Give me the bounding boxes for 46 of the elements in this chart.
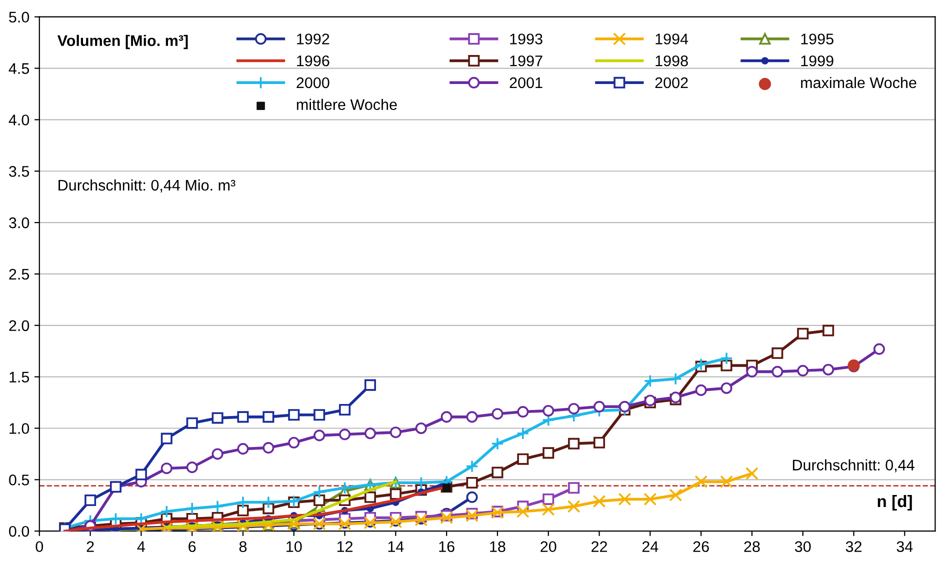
x-tick-label: 24 xyxy=(642,541,658,552)
legend-label: 1996 xyxy=(297,55,330,66)
x-tick-label: 22 xyxy=(592,541,607,552)
y-tick-label: 1.0 xyxy=(10,423,30,434)
x-tick-label: 0 xyxy=(36,541,44,552)
legend-label: 1993 xyxy=(510,34,542,44)
y-tick-label: 1.5 xyxy=(10,372,30,383)
legend-label: 1995 xyxy=(801,34,834,44)
x-tick-label: 8 xyxy=(239,541,247,552)
x-tick-label: 26 xyxy=(693,541,709,552)
legend-label: maximale Woche xyxy=(801,76,916,88)
legend-label: 1999 xyxy=(801,55,834,66)
y-tick-label: 0.5 xyxy=(9,474,30,486)
legend-label: 2001 xyxy=(510,77,542,88)
legend-label: 2002 xyxy=(655,77,688,88)
y-axis-title: Volumen [Mio. m³] xyxy=(57,34,188,50)
x-tick-label: 4 xyxy=(137,541,145,552)
y-tick-label: 3.5 xyxy=(9,166,30,177)
x-tick-label: 14 xyxy=(388,541,404,552)
x-tick-label: 10 xyxy=(286,541,302,552)
legend-label: 1992 xyxy=(297,34,330,44)
x-tick-label: 16 xyxy=(439,541,454,552)
x-tick-label: 32 xyxy=(846,541,862,552)
x-axis-title: n [d] xyxy=(878,494,912,511)
x-tick-label: 30 xyxy=(794,541,811,552)
y-tick-label: 3.0 xyxy=(9,217,30,228)
legend-label: 1997 xyxy=(510,55,542,66)
legend-label: 1998 xyxy=(656,55,688,66)
y-tick-label: 4.5 xyxy=(8,63,30,74)
x-tick-label: 12 xyxy=(337,541,353,552)
x-tick-label: 6 xyxy=(188,541,196,552)
x-tick-label: 18 xyxy=(490,541,506,552)
ref-line-label: Durchschnitt: 0,44 xyxy=(792,459,914,472)
x-tick-label: 20 xyxy=(540,541,556,552)
y-tick-label: 4.0 xyxy=(8,114,30,126)
x-tick-label: 34 xyxy=(896,541,913,552)
legend-label: 2000 xyxy=(296,77,330,88)
y-tick-label: 2.0 xyxy=(9,320,30,332)
x-tick-label: 28 xyxy=(744,541,760,552)
legend-label: mittlere Woche xyxy=(296,98,397,110)
y-tick-label: 0.0 xyxy=(9,526,30,537)
x-tick-label: 2 xyxy=(86,541,94,552)
y-tick-label: 2.5 xyxy=(9,268,30,280)
legend-label: 1994 xyxy=(656,34,688,44)
annotation: Durchschnitt: 0,44 Mio. m³ xyxy=(58,179,236,192)
y-tick-label: 5.0 xyxy=(9,12,30,23)
